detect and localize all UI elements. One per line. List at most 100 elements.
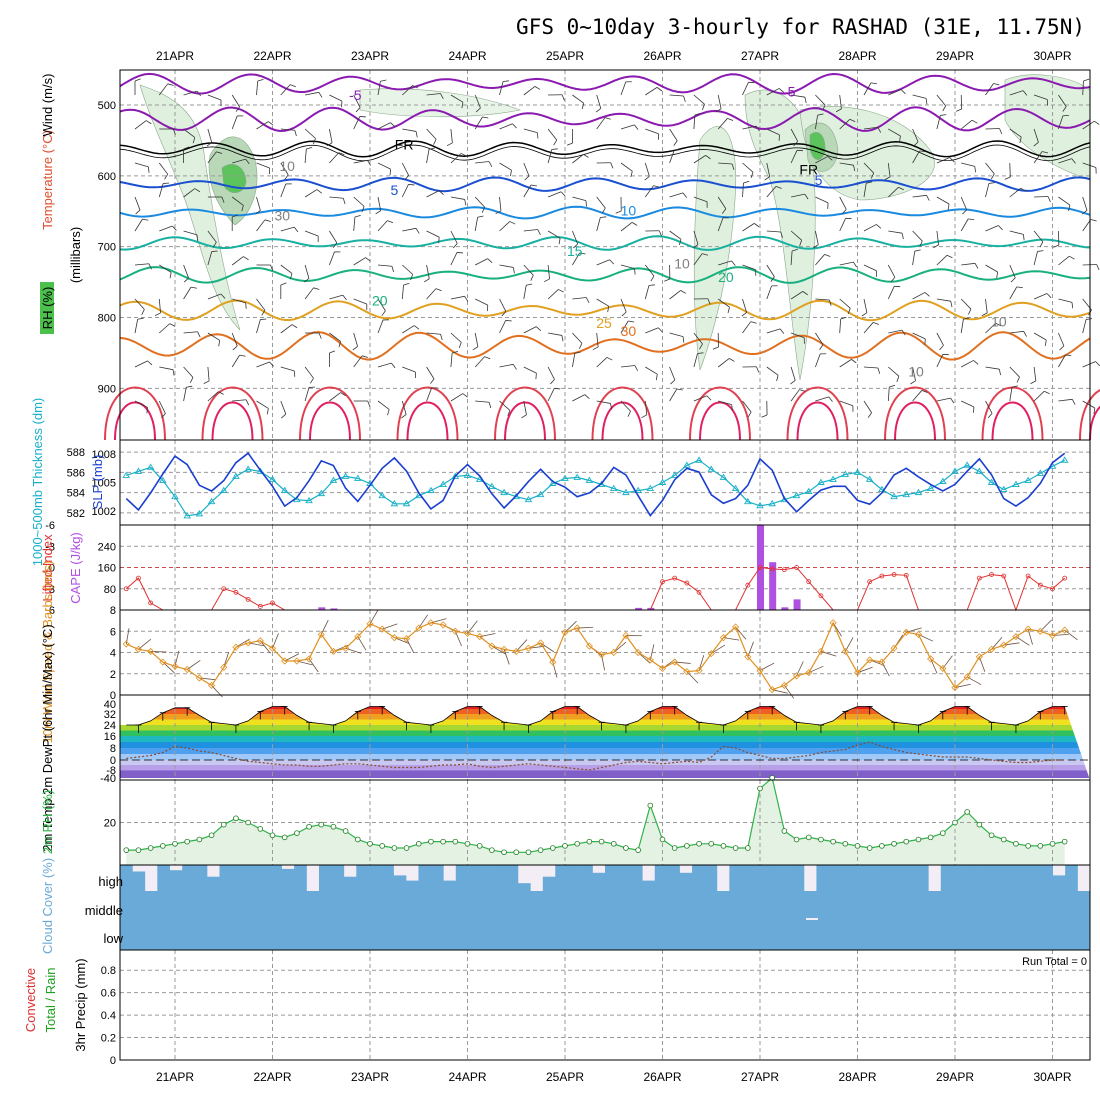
- middle-low-cloud-block: [120, 891, 1090, 950]
- rh-point: [610, 840, 617, 847]
- wind-barb: [742, 183, 744, 198]
- wind-barb: [499, 298, 507, 312]
- thickness-point: [1012, 480, 1020, 487]
- thickness-point: [1024, 476, 1032, 483]
- wind-barb: [134, 298, 145, 310]
- wind-barb: [839, 261, 854, 266]
- wind-barb: [547, 230, 561, 239]
- wind-speed-point: [622, 631, 630, 640]
- wind-speed-point: [646, 656, 654, 664]
- surface-wind-barb: [881, 661, 890, 677]
- wind-barb: [329, 196, 344, 199]
- wind-speed-point: [902, 628, 910, 636]
- wind-speed-point: [963, 673, 971, 681]
- wind-barb: [183, 128, 196, 138]
- wind-barb: [159, 225, 173, 232]
- wind-barb: [985, 366, 1000, 370]
- wind-barb-flag: [462, 393, 468, 398]
- cloud-level-high: high: [98, 874, 123, 889]
- wind-barb-flag: [791, 248, 798, 252]
- high-cloud-bar: [580, 865, 593, 891]
- hot-temperature-loop: [309, 401, 351, 441]
- wind-barb-flag: [606, 357, 613, 361]
- rh-area: [126, 777, 1065, 865]
- high-cloud-bar: [169, 870, 183, 891]
- rh-point: [415, 840, 422, 847]
- wind-barb: [353, 94, 361, 108]
- surface-wind-barb: [491, 645, 506, 655]
- wind-barb: [863, 264, 877, 272]
- wind-speed-point: [378, 625, 386, 633]
- wind-barb-flag: [241, 205, 244, 212]
- hot-temperature-loop: [786, 386, 849, 441]
- temp-band: [120, 742, 1090, 748]
- wind-barb: [183, 331, 198, 334]
- date-label-top: 21APR: [156, 49, 194, 63]
- rh-point: [1037, 843, 1044, 849]
- wind-barb-flag: [186, 385, 193, 388]
- surface-wind-barb: [1064, 629, 1078, 641]
- wind-barb-flag: [827, 156, 833, 161]
- lifted-index-point: [696, 589, 702, 595]
- wind-barb-flag: [1047, 196, 1051, 203]
- wind-barb: [329, 392, 341, 402]
- wind-barb-flag: [861, 312, 868, 317]
- cloud-level-low: low: [103, 931, 123, 946]
- wind-barb-flag: [484, 356, 491, 360]
- wind-barb: [1082, 80, 1084, 96]
- date-axis-top: 21APR 22APR 23APR 24APR 25APR 26APR 27APR 28APR…: [156, 49, 1072, 63]
- wind-barb: [766, 285, 772, 300]
- lifted-index-point: [270, 600, 275, 606]
- wind-speed-point: [524, 644, 533, 652]
- wind-speed-point: [634, 648, 642, 657]
- wind-barb: [523, 229, 538, 232]
- wind-speed-point: [683, 668, 691, 676]
- wind-barb-flag: [313, 287, 320, 290]
- wind-barb: [620, 298, 627, 313]
- wind-barb-flag: [342, 198, 346, 205]
- wind-barb: [207, 391, 219, 402]
- wind-barb: [572, 230, 579, 245]
- wind-barb-flag: [512, 123, 517, 129]
- wind-barb-flag: [167, 83, 174, 86]
- wind-barb-flag: [326, 142, 333, 147]
- lifted-index-point: [745, 582, 751, 588]
- wind-speed-point: [1024, 625, 1032, 633]
- wind-barb: [474, 116, 483, 130]
- high-cloud-bar: [368, 865, 382, 891]
- wind-barb: [377, 264, 392, 267]
- contour-label: -5: [349, 87, 362, 103]
- wind-barb: [207, 151, 217, 164]
- wind-barb: [1033, 366, 1037, 381]
- wind-speed-point: [354, 632, 362, 641]
- wind-barb: [377, 362, 392, 368]
- wind-barb: [304, 230, 319, 237]
- high-cloud-bar: [990, 865, 1004, 891]
- wind-barb-flag: [183, 146, 190, 150]
- wind-barb-flag: [1096, 264, 1100, 271]
- wind-barb: [450, 332, 462, 343]
- high-cloud-bar: [318, 865, 332, 891]
- wind-barb-flag: [367, 400, 371, 407]
- rh-point: [793, 836, 800, 843]
- wind-speed-point: [549, 658, 557, 666]
- wind-barb: [1058, 94, 1067, 107]
- wind-barb-flag: [137, 317, 144, 320]
- wind-barb: [499, 162, 512, 171]
- slp-thickness-frame: [119, 439, 1091, 526]
- wind-barb: [620, 222, 633, 232]
- wind-barb-flag: [578, 343, 583, 349]
- wind-barb-flag: [1011, 385, 1018, 388]
- thickness-point: [719, 473, 728, 480]
- surface-wind-barb: [320, 619, 329, 635]
- wind-barb: [256, 196, 261, 211]
- high-cloud-bar: [779, 865, 792, 891]
- thickness-point: [317, 489, 326, 497]
- rh-point: [452, 838, 459, 845]
- precip-tick-label: 0: [110, 1055, 116, 1067]
- contour-label: 5: [815, 172, 823, 188]
- rh-point: [708, 840, 715, 847]
- wind-barb: [985, 183, 990, 198]
- wind-barb: [717, 298, 730, 308]
- contour-label: 5: [390, 182, 398, 198]
